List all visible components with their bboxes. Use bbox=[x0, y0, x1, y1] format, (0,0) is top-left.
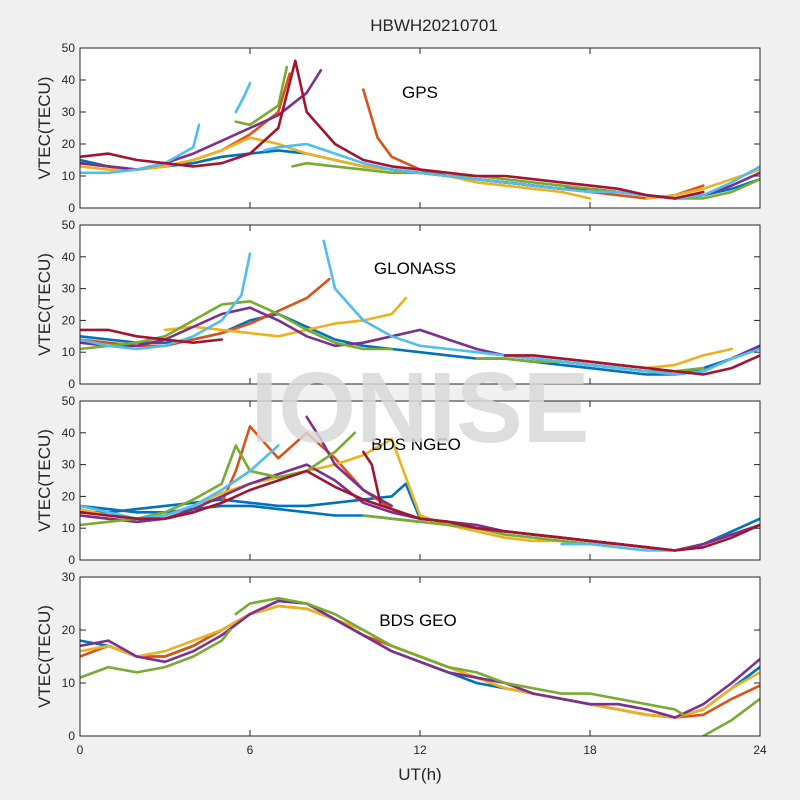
series-line-4 bbox=[80, 599, 760, 719]
y-tick-label: 30 bbox=[62, 282, 76, 296]
y-tick-label: 0 bbox=[68, 201, 75, 215]
y-tick-label: 0 bbox=[68, 553, 75, 567]
series-line-4 bbox=[80, 136, 592, 200]
x-tick-label: 12 bbox=[413, 743, 427, 757]
series-line-8 bbox=[234, 65, 289, 127]
series-line-9 bbox=[80, 444, 280, 521]
x-axis-label: UT(h) bbox=[398, 765, 441, 784]
y-axis-label: VTEC(TECU) bbox=[35, 429, 54, 532]
panel-bds-ngeo: 0 10 20 30 40 50 VTEC(TECU) BDS NGEO bbox=[35, 394, 761, 567]
panel-label-bds-ngeo: BDS NGEO bbox=[371, 435, 461, 454]
y-tick-label: 10 bbox=[62, 345, 76, 359]
series-line-12 bbox=[361, 450, 382, 505]
series-line-11 bbox=[80, 469, 760, 552]
y-tick-label: 0 bbox=[68, 729, 75, 743]
y-tick-label: 50 bbox=[62, 218, 76, 232]
panel-label-bds-geo: BDS GEO bbox=[379, 611, 456, 630]
y-tick-label: 40 bbox=[62, 426, 76, 440]
series-line-6 bbox=[305, 415, 394, 508]
series-group bbox=[80, 239, 760, 376]
y-tick-label: 10 bbox=[62, 169, 76, 183]
y-tick-label: 10 bbox=[62, 676, 76, 690]
y-axis-label: VTEC(TECU) bbox=[35, 77, 54, 180]
y-tick-label: 0 bbox=[68, 377, 75, 391]
y-tick-label: 30 bbox=[62, 570, 76, 584]
y-tick-label: 20 bbox=[62, 623, 76, 637]
panel-gps: 0 10 20 30 40 50 VTEC(TECU) GPS bbox=[35, 41, 761, 215]
panel-bds-geo: 0 6 12 18 24 0 10 20 30 VTEC(TECU) BDS GEO bbox=[35, 570, 767, 757]
plot-area bbox=[80, 225, 760, 384]
y-tick-label: 30 bbox=[62, 458, 76, 472]
y-axis-label: VTEC(TECU) bbox=[35, 605, 54, 708]
y-tick-label: 40 bbox=[62, 73, 76, 87]
x-tick-label: 0 bbox=[77, 743, 84, 757]
figure-title: HBWH20210701 bbox=[370, 16, 498, 35]
y-tick-label: 50 bbox=[62, 394, 76, 408]
y-tick-label: 20 bbox=[62, 313, 76, 327]
series-line-5 bbox=[80, 628, 232, 680]
plot-area bbox=[80, 48, 760, 208]
series-line-13 bbox=[80, 59, 705, 200]
series-line-7 bbox=[701, 697, 760, 736]
panel-label-glonass: GLONASS bbox=[374, 259, 456, 278]
series-line-11 bbox=[234, 81, 252, 114]
series-line-6 bbox=[80, 69, 323, 171]
x-tick-label: 6 bbox=[247, 743, 254, 757]
y-tick-label: 30 bbox=[62, 105, 76, 119]
series-line-10 bbox=[80, 328, 223, 345]
panels: 0 10 20 30 40 50 VTEC(TECU) GPS 0 10 20 30 40 50 VTEC(… bbox=[35, 41, 767, 757]
watermark-text: IONISE bbox=[251, 352, 590, 464]
x-tick-label: 18 bbox=[583, 743, 597, 757]
series-line-6 bbox=[234, 596, 685, 717]
series-group bbox=[80, 596, 760, 736]
series-line-11 bbox=[503, 354, 760, 376]
series-line-10 bbox=[80, 123, 201, 175]
x-tick-label: 24 bbox=[753, 743, 767, 757]
panel-glonass: 0 10 20 30 40 50 VTEC(TECU) GLONASS bbox=[35, 218, 761, 391]
y-tick-label: 20 bbox=[62, 489, 76, 503]
series-group bbox=[80, 415, 760, 552]
plot-area bbox=[80, 401, 760, 560]
y-tick-label: 50 bbox=[62, 41, 76, 55]
panel-label-gps: GPS bbox=[402, 83, 438, 102]
y-tick-label: 40 bbox=[62, 250, 76, 264]
y-tick-label: 20 bbox=[62, 137, 76, 151]
series-group bbox=[80, 59, 760, 200]
y-axis-label: VTEC(TECU) bbox=[35, 253, 54, 356]
y-tick-label: 10 bbox=[62, 521, 76, 535]
